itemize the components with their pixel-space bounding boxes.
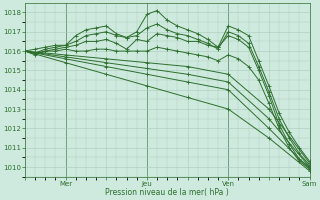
X-axis label: Pression niveau de la mer( hPa ): Pression niveau de la mer( hPa ) xyxy=(105,188,229,197)
